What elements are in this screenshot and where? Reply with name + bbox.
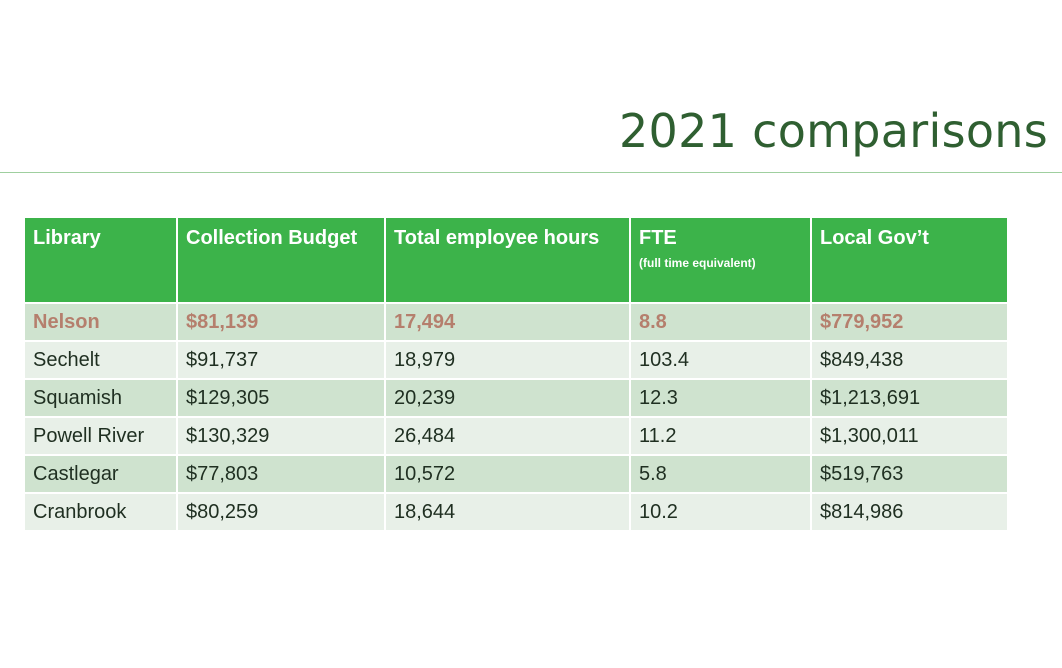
cell-fte: 8.8 <box>629 302 812 342</box>
cell-collection-budget: $77,803 <box>176 454 386 494</box>
cell-library: Sechelt <box>23 340 178 380</box>
header-collection-budget: Collection Budget <box>176 216 386 304</box>
cell-fte: 5.8 <box>629 454 812 494</box>
header-total-employee-hours: Total employee hours <box>384 216 631 304</box>
cell-employee-hours: 10,572 <box>384 454 631 494</box>
cell-collection-budget: $130,329 <box>176 416 386 456</box>
header-local-gov-label: Local Gov’t <box>820 227 929 249</box>
table-row-sechelt: Sechelt $91,737 18,979 103.4 $849,438 <box>23 340 1009 380</box>
title-divider <box>0 172 1062 173</box>
cell-library: Powell River <box>23 416 178 456</box>
cell-local-gov: $849,438 <box>810 340 1009 380</box>
cell-fte: 103.4 <box>629 340 812 380</box>
cell-employee-hours: 17,494 <box>384 302 631 342</box>
cell-local-gov: $1,213,691 <box>810 378 1009 418</box>
table-row-nelson: Nelson $81,139 17,494 8.8 $779,952 <box>23 302 1009 342</box>
header-fte-sublabel: (full time equivalent) <box>639 256 756 270</box>
header-library-label: Library <box>33 227 101 249</box>
header-row: Library Collection Budget Total employee… <box>23 216 1009 304</box>
cell-employee-hours: 18,979 <box>384 340 631 380</box>
cell-employee-hours: 26,484 <box>384 416 631 456</box>
cell-employee-hours: 20,239 <box>384 378 631 418</box>
header-fte-label: FTE <box>639 227 677 249</box>
cell-collection-budget: $80,259 <box>176 492 386 532</box>
cell-fte: 11.2 <box>629 416 812 456</box>
cell-collection-budget: $129,305 <box>176 378 386 418</box>
header-fte: FTE (full time equivalent) <box>629 216 812 304</box>
comparison-table: Library Collection Budget Total employee… <box>23 216 1009 532</box>
cell-local-gov: $779,952 <box>810 302 1009 342</box>
table-row-squamish: Squamish $129,305 20,239 12.3 $1,213,691 <box>23 378 1009 418</box>
header-library: Library <box>23 216 178 304</box>
table-row-cranbrook: Cranbrook $80,259 18,644 10.2 $814,986 <box>23 492 1009 532</box>
cell-local-gov: $519,763 <box>810 454 1009 494</box>
cell-employee-hours: 18,644 <box>384 492 631 532</box>
cell-library: Cranbrook <box>23 492 178 532</box>
cell-collection-budget: $91,737 <box>176 340 386 380</box>
cell-collection-budget: $81,139 <box>176 302 386 342</box>
table-row-castlegar: Castlegar $77,803 10,572 5.8 $519,763 <box>23 454 1009 494</box>
header-local-gov: Local Gov’t <box>810 216 1009 304</box>
cell-library: Castlegar <box>23 454 178 494</box>
slide-title: 2021 comparisons <box>618 104 1048 158</box>
cell-fte: 12.3 <box>629 378 812 418</box>
cell-fte: 10.2 <box>629 492 812 532</box>
table-row-powell-river: Powell River $130,329 26,484 11.2 $1,300… <box>23 416 1009 456</box>
cell-library: Nelson <box>23 302 178 342</box>
header-collection-budget-label: Collection Budget <box>186 227 358 249</box>
cell-local-gov: $1,300,011 <box>810 416 1009 456</box>
header-total-employee-hours-label: Total employee hours <box>394 227 600 249</box>
cell-library: Squamish <box>23 378 178 418</box>
cell-local-gov: $814,986 <box>810 492 1009 532</box>
